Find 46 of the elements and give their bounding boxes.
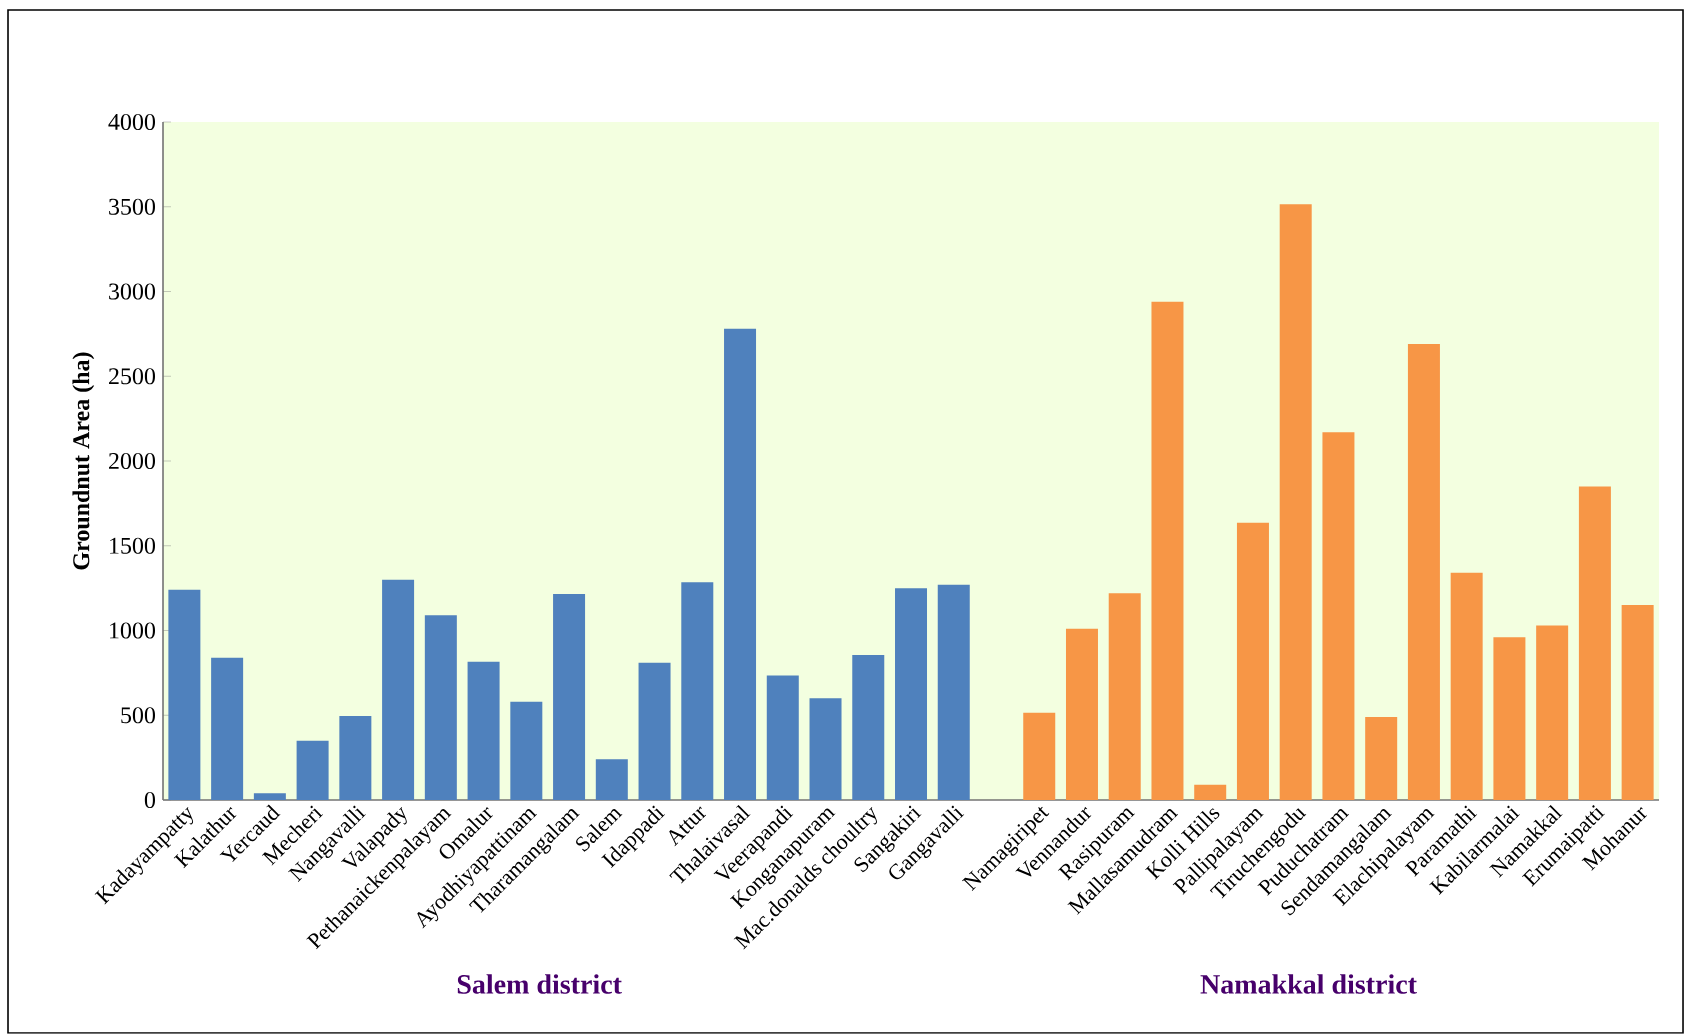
text: Namakkal district	[1200, 974, 1417, 994]
bar	[510, 701, 543, 800]
bar	[895, 588, 928, 800]
y-tick-label: 3000	[109, 283, 156, 300]
y-tick-label: 0	[144, 791, 156, 809]
bar	[1365, 716, 1398, 800]
bar	[1621, 605, 1654, 800]
text: Salem district	[457, 974, 622, 994]
bar	[1279, 204, 1312, 800]
bar	[424, 615, 457, 800]
y-tick-label: 500	[121, 707, 156, 724]
y-tick-label: 4000	[108, 113, 156, 131]
bar	[1536, 625, 1569, 800]
bar	[339, 716, 372, 800]
bar	[1194, 784, 1227, 800]
bar	[1578, 486, 1611, 800]
bar	[809, 698, 842, 800]
bar	[937, 584, 970, 800]
bar	[467, 661, 500, 800]
bar	[168, 589, 201, 800]
y-tick-label: 3500	[109, 198, 156, 215]
bar	[211, 657, 244, 800]
bar	[724, 328, 757, 800]
bar	[681, 582, 714, 800]
bar	[1407, 344, 1440, 800]
bar	[1322, 432, 1355, 800]
bar	[1151, 301, 1184, 800]
y-tick-label: 2500	[109, 368, 156, 385]
bar	[1493, 637, 1526, 800]
bar	[253, 793, 286, 800]
bar	[595, 759, 628, 800]
bar	[296, 740, 329, 800]
bar	[1065, 628, 1098, 800]
bar	[553, 594, 586, 800]
bar	[766, 675, 799, 800]
y-axis-title: Groundnut Area (ha)	[72, 352, 95, 570]
bar	[1108, 593, 1141, 800]
bar	[852, 655, 885, 800]
y-tick-label: 2000	[109, 452, 156, 470]
bar	[638, 662, 671, 800]
bar	[382, 579, 415, 800]
bar	[1236, 522, 1269, 800]
bar	[1023, 712, 1056, 800]
bar	[1450, 572, 1483, 800]
y-tick-label: 1000	[110, 622, 156, 639]
y-tick-label: 1500	[110, 537, 156, 554]
